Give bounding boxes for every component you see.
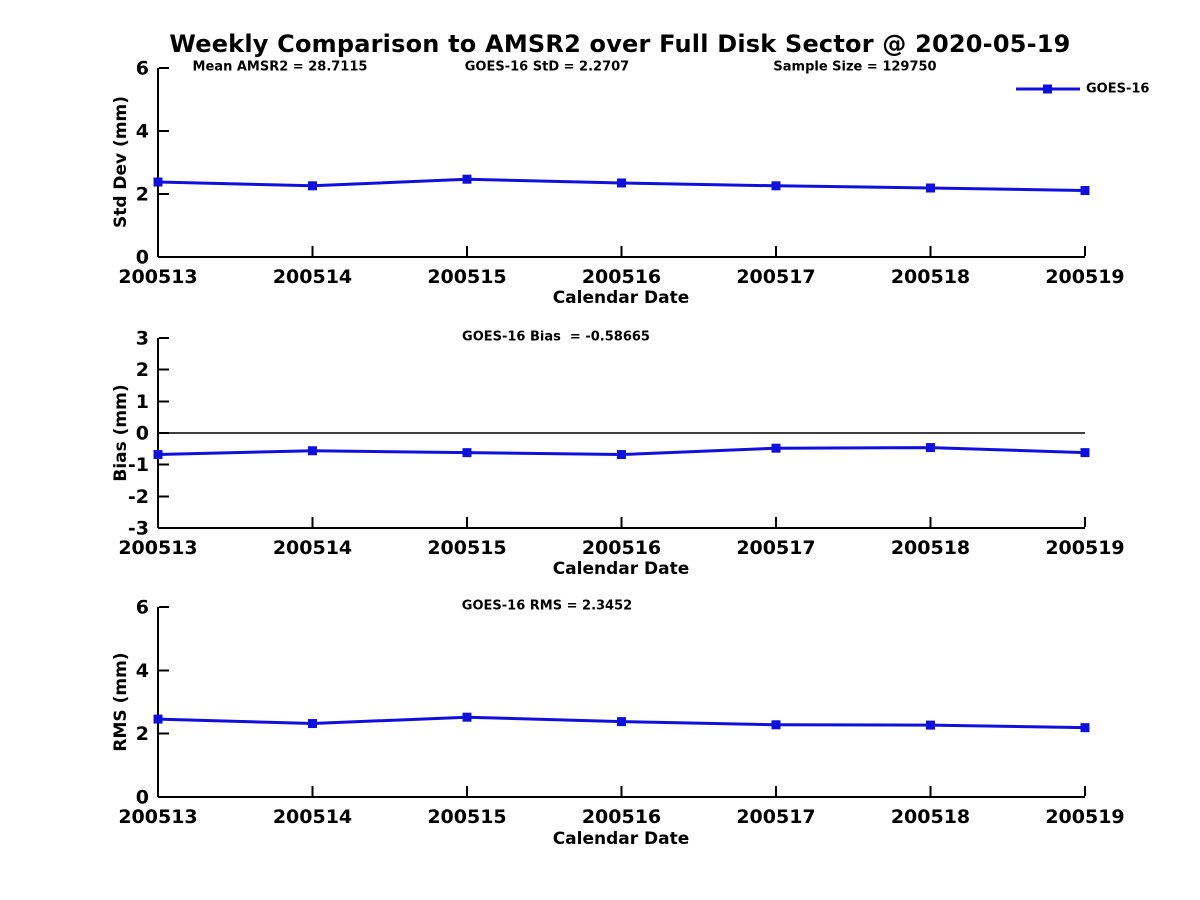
y-tick-label: 0 (136, 423, 149, 445)
stat-goes16-bias: GOES-16 Bias = -0.58665 (462, 329, 650, 345)
x-tick-label: 200519 (1045, 806, 1124, 828)
series-marker-goes-16 (1080, 448, 1090, 458)
y-axis-label-stddev: Std Dev (mm) (111, 95, 131, 229)
x-tick-label: 200516 (582, 537, 661, 559)
figure-title: Weekly Comparison to AMSR2 over Full Dis… (169, 30, 1071, 58)
y-axis-label-rms: RMS (mm) (111, 652, 131, 752)
series-marker-goes-16 (1080, 723, 1090, 733)
x-tick-label: 200516 (582, 806, 661, 828)
y-tick-label: 4 (136, 121, 149, 143)
y-tick-label: 2 (136, 723, 149, 745)
series-marker-goes-16 (771, 181, 781, 191)
legend-label: GOES-16 (1086, 81, 1150, 97)
y-tick-label: 0 (136, 247, 149, 269)
series-marker-goes-16 (462, 448, 472, 458)
x-tick-label: 200514 (273, 537, 352, 559)
series-marker-goes-16 (308, 446, 317, 456)
series-marker-goes-16 (771, 720, 781, 730)
x-tick-label: 200513 (118, 266, 197, 288)
y-tick-label: 6 (136, 597, 149, 619)
series-marker-goes-16 (308, 181, 317, 191)
series-marker-goes-16 (617, 178, 626, 188)
series-marker-goes-16 (1080, 186, 1090, 196)
x-tick-label: 200515 (427, 537, 506, 559)
y-axis-label-bias: Bias (mm) (111, 384, 131, 482)
series-marker-goes-16 (926, 720, 935, 730)
x-tick-label: 200517 (736, 266, 815, 288)
x-tick-label: 200516 (582, 266, 661, 288)
stat-mean-amsr2: Mean AMSR2 = 28.7115 (192, 59, 368, 75)
series-marker-goes-16 (153, 714, 163, 724)
series-marker-goes-16 (462, 174, 472, 184)
series-marker-goes-16 (308, 719, 317, 729)
y-tick-label: 2 (136, 184, 149, 206)
series-marker-goes-16 (462, 712, 472, 722)
x-tick-label: 200518 (891, 806, 970, 828)
y-tick-label: -1 (128, 454, 149, 476)
x-axis-label-top: Calendar Date (552, 288, 690, 308)
y-tick-label: 6 (136, 58, 149, 80)
x-tick-label: 200513 (118, 537, 197, 559)
y-tick-label: -2 (128, 486, 149, 508)
series-marker-goes-16 (617, 717, 626, 727)
x-tick-label: 200519 (1045, 266, 1124, 288)
y-tick-label: 2 (136, 359, 149, 381)
x-axis-label-middle: Calendar Date (552, 559, 690, 579)
series-marker-goes-16 (926, 443, 935, 453)
stat-goes16-rms: GOES-16 RMS = 2.3452 (461, 598, 633, 614)
series-marker-goes-16 (771, 443, 781, 453)
x-tick-label: 200517 (736, 537, 815, 559)
x-tick-label: 200515 (427, 266, 506, 288)
x-tick-label: 200513 (118, 806, 197, 828)
series-marker-goes-16 (617, 450, 626, 460)
y-tick-label: 4 (136, 660, 149, 682)
series-marker-goes-16 (153, 177, 163, 187)
x-axis-label-bottom: Calendar Date (552, 829, 690, 849)
y-tick-label: 3 (136, 328, 149, 350)
legend-marker-sample (1043, 84, 1052, 94)
x-tick-label: 200518 (891, 537, 970, 559)
x-tick-label: 200519 (1045, 537, 1124, 559)
x-tick-label: 200514 (273, 806, 352, 828)
x-tick-label: 200517 (736, 806, 815, 828)
x-tick-label: 200518 (891, 266, 970, 288)
y-tick-label: 0 (136, 787, 149, 809)
x-tick-label: 200514 (273, 266, 352, 288)
stat-sample-size: Sample Size = 129750 (773, 59, 937, 75)
x-tick-label: 200515 (427, 806, 506, 828)
series-marker-goes-16 (926, 183, 935, 193)
y-tick-label: 1 (136, 391, 149, 413)
y-tick-label: -3 (128, 518, 149, 540)
stat-goes16-std: GOES-16 StD = 2.2707 (464, 59, 630, 75)
series-marker-goes-16 (153, 450, 163, 460)
